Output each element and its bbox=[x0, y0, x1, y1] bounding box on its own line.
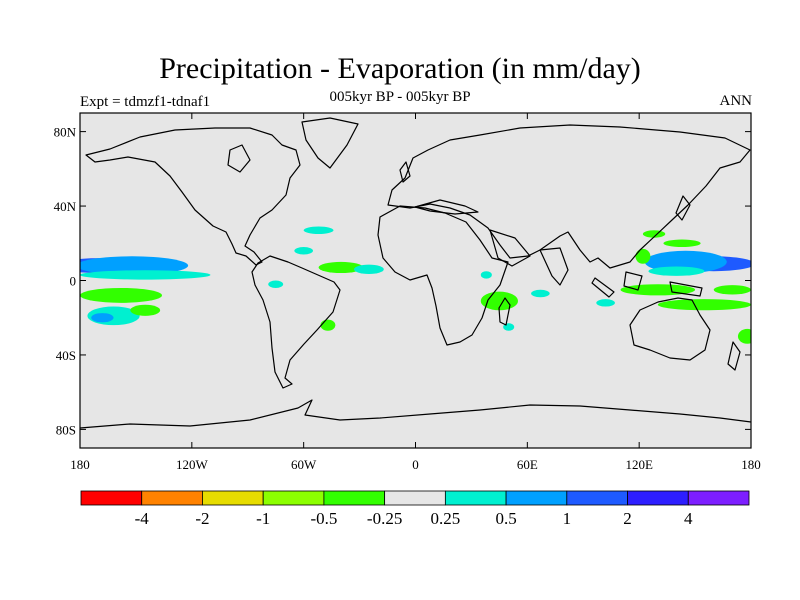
plot-subtitle: 005kyr BP - 005kyr BP bbox=[329, 89, 471, 105]
coastlines bbox=[80, 117, 751, 429]
anomaly-patch bbox=[531, 289, 550, 298]
anomaly-patch bbox=[268, 280, 284, 288]
anomaly-patch bbox=[480, 271, 492, 279]
lon-tick-label: 120W bbox=[176, 457, 209, 472]
anomaly-patch bbox=[657, 299, 751, 311]
anomaly-patch bbox=[353, 264, 384, 274]
colorbar-label: -0.5 bbox=[310, 509, 337, 528]
coastline-british-isles bbox=[399, 161, 411, 183]
coastline-mediterranean bbox=[414, 199, 479, 215]
colorbar: -4 -2 -1 -0.5 -0.25 0.25 0.5 1 2 4 bbox=[80, 490, 750, 528]
lon-tick-label: 180 bbox=[70, 457, 90, 472]
coastline-south-america bbox=[251, 255, 341, 389]
experiment-label: Expt = tdmzf1-tdnaf1 bbox=[80, 94, 211, 110]
colorbar-label: -4 bbox=[135, 509, 150, 528]
colorbar-swatch bbox=[444, 490, 507, 506]
coastline-australia bbox=[629, 297, 711, 361]
lat-tick-label: 0 bbox=[70, 274, 77, 289]
anomaly-patch bbox=[91, 313, 114, 323]
colorbar-swatch bbox=[262, 490, 325, 506]
anomaly-patch bbox=[596, 299, 615, 307]
colorbar-label: -0.25 bbox=[367, 509, 402, 528]
coastline-arabia bbox=[489, 229, 531, 267]
lat-tick-label: 80N bbox=[54, 125, 77, 140]
map-background bbox=[80, 113, 751, 448]
plot-title: Precipitation - Evaporation (in mm/day) bbox=[159, 52, 641, 85]
coastline-borneo bbox=[623, 271, 643, 291]
coastline-madagascar bbox=[498, 297, 511, 326]
colorbar-label: -1 bbox=[256, 509, 270, 528]
coastline-japan bbox=[675, 195, 691, 221]
lon-tick-label: 0 bbox=[412, 457, 419, 472]
colorbar-label: 2 bbox=[623, 509, 632, 528]
colorbar-label: 4 bbox=[684, 509, 693, 528]
colorbar-label: 0.5 bbox=[495, 509, 516, 528]
colorbar-swatch bbox=[627, 490, 689, 506]
lon-tick-label: 60E bbox=[517, 457, 538, 472]
colorbar-label: 0.25 bbox=[430, 509, 460, 528]
anomaly-patch bbox=[713, 285, 751, 295]
lon-tick-label: 120E bbox=[625, 457, 653, 472]
colorbar-swatch bbox=[141, 490, 203, 506]
latitude-axis: 80N 40N 0 40S 80S bbox=[54, 125, 751, 437]
season-label: ANN bbox=[719, 93, 753, 109]
coastline-sumatra bbox=[591, 277, 615, 298]
anomaly-patch bbox=[303, 226, 334, 234]
coastline-eurasia bbox=[387, 124, 751, 269]
colorbar-label: -2 bbox=[195, 509, 209, 528]
coastline-india bbox=[539, 247, 569, 286]
coastline-north-america bbox=[85, 127, 301, 266]
anomaly-patch bbox=[80, 270, 211, 280]
colorbar-swatch bbox=[566, 490, 628, 506]
anomaly-patch bbox=[480, 291, 519, 311]
colorbar-swatch bbox=[80, 490, 143, 506]
lat-tick-label: 80S bbox=[56, 422, 76, 437]
colorbar-swatch bbox=[687, 490, 750, 506]
lat-tick-label: 40N bbox=[54, 199, 77, 214]
coastline-hudson-bay bbox=[227, 144, 251, 173]
anomaly-patch bbox=[663, 239, 701, 247]
anomaly-patch bbox=[80, 256, 189, 275]
anomaly-patch bbox=[318, 261, 364, 274]
anomaly-patch bbox=[130, 304, 161, 316]
coastline-greenland bbox=[301, 117, 359, 169]
anomaly-patch bbox=[320, 319, 336, 331]
longitude-axis: 180 120W 60W 0 60E 120E 180 bbox=[70, 113, 761, 472]
anomaly-layer bbox=[80, 226, 751, 344]
lat-tick-label: 40S bbox=[56, 348, 76, 363]
anomaly-patch bbox=[80, 287, 163, 303]
coastline-antarctica bbox=[80, 399, 751, 429]
anomaly-patch bbox=[294, 247, 313, 255]
anomaly-patch bbox=[737, 328, 751, 344]
colorbar-label: 1 bbox=[563, 509, 572, 528]
coastline-new-guinea bbox=[669, 281, 703, 297]
anomaly-patch bbox=[635, 248, 651, 264]
colorbar-swatch bbox=[323, 490, 386, 506]
coastline-africa bbox=[377, 205, 509, 346]
lon-tick-label: 60W bbox=[291, 457, 317, 472]
colorbar-swatch bbox=[202, 490, 264, 506]
colorbar-swatch bbox=[505, 490, 568, 506]
colorbar-swatch bbox=[384, 490, 446, 506]
lon-tick-label: 180 bbox=[741, 457, 761, 472]
coastline-new-zealand bbox=[727, 341, 741, 371]
anomaly-patch bbox=[648, 266, 705, 276]
